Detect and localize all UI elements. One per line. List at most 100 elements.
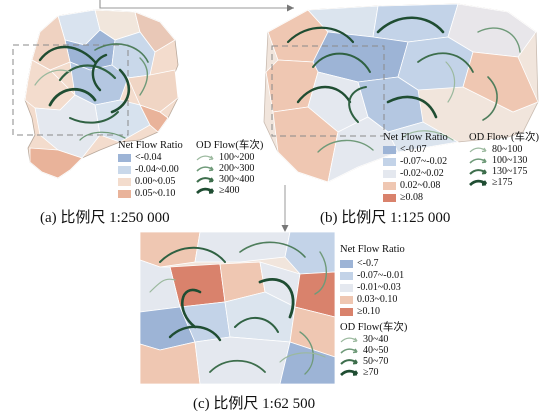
- legend-b-od-item: 100~130: [469, 155, 541, 166]
- flow-arrow: [48, 87, 97, 107]
- caption-a: (a) 比例尺 1:250 000: [40, 210, 170, 226]
- legend-c: Net Flow Ratio <-0.7 -0.07~-0.01 -0.01~0…: [340, 244, 450, 378]
- flow-arrow: [58, 64, 117, 82]
- legend-swatch: [340, 284, 353, 292]
- flow-arrow: [258, 278, 295, 319]
- legend-c-od-title: OD Flow(车次): [340, 322, 408, 333]
- flow-arrow-icon: [469, 147, 487, 152]
- flow-arrow: [34, 69, 71, 86]
- map-b-district: [372, 3, 459, 43]
- flow-arrow: [286, 26, 355, 44]
- legend-swatch: [383, 194, 396, 202]
- map-c-district: [139, 259, 181, 313]
- legend-c-net-label: ≥0.10: [357, 306, 380, 317]
- map-a-district: [29, 147, 83, 179]
- caption-c: (c) 比例尺 1:62 500: [193, 396, 316, 412]
- caption-b: (b) 比例尺 1:125 000: [320, 210, 451, 226]
- legend-a-od-item: ≥400: [196, 185, 276, 196]
- legend-b-od-label: ≥175: [492, 176, 513, 188]
- legend-a-net-item: <-0.04: [118, 152, 188, 164]
- legend-b-net-item: -0.07~-0.02: [383, 156, 463, 168]
- flow-arrow: [312, 52, 371, 73]
- legend-a-net-item: -0.04~0.00: [118, 164, 188, 176]
- map-a-district: [134, 11, 176, 53]
- flow-arrow: [239, 241, 306, 258]
- legend-swatch: [118, 178, 131, 186]
- legend-c-od-item: 40~50: [340, 345, 450, 356]
- flow-arrow: [159, 246, 226, 263]
- flow-arrow: [149, 278, 176, 293]
- legend-c-od-label: ≥70: [363, 366, 379, 378]
- map-a-flow-arrows: [34, 43, 149, 141]
- legend-b-od-label: 100~130: [492, 154, 528, 166]
- legend-a-net-label: 0.05~0.10: [135, 188, 176, 199]
- legend-c-od-item: 50~70: [340, 356, 450, 367]
- legend-b-net-label: <-0.07: [400, 144, 427, 155]
- legend-c-od-item: ≥70: [340, 367, 450, 378]
- flow-arrow: [38, 45, 97, 64]
- legend-b-od-item: 80~100: [469, 144, 541, 155]
- legend-b-net-title: Net Flow Ratio: [383, 132, 448, 143]
- legend-b-net-label: -0.07~-0.02: [400, 156, 448, 167]
- legend-a-od-title: OD Flow(车次): [196, 140, 264, 151]
- map-b-district: [397, 36, 474, 91]
- flow-arrow: [445, 61, 456, 103]
- legend-c-net-label: -0.07~-0.01: [357, 270, 405, 281]
- flow-arrow: [139, 57, 149, 96]
- flow-arrow-icon: [196, 187, 215, 194]
- map-b-district: [462, 51, 539, 113]
- legend-c-net-item: ≥0.10: [340, 306, 450, 318]
- zoom-box-b: [271, 45, 385, 137]
- legend-a-net-label: <-0.04: [135, 152, 162, 163]
- flow-arrow: [482, 76, 498, 121]
- flow-arrow-icon: [340, 347, 358, 354]
- legend-a-net-item: 0.00~0.05: [118, 176, 188, 188]
- flow-arrow: [417, 52, 474, 73]
- flow-arrow-icon: [469, 179, 488, 186]
- flow-arrow-icon: [340, 369, 359, 376]
- flow-arrow: [168, 325, 222, 342]
- flow-arrow-icon: [196, 155, 214, 160]
- flow-arrow: [279, 352, 326, 363]
- legend-a-od-label: 100~200: [219, 151, 255, 163]
- legend-c-od-item: 30~40: [340, 334, 450, 345]
- flow-arrow: [477, 27, 521, 53]
- legend-c-net-label: 0.03~0.10: [357, 294, 398, 305]
- flow-arrow: [296, 85, 352, 104]
- legend-c-net-item: -0.01~0.03: [340, 282, 450, 294]
- flow-arrow: [348, 86, 367, 123]
- flow-arrow-icon: [340, 358, 358, 365]
- legend-b-net-label: 0.02~0.08: [400, 180, 441, 191]
- legend-a-net-title: Net Flow Ratio: [118, 140, 183, 151]
- legend-b-od-label: 130~175: [492, 165, 528, 177]
- legend-swatch: [118, 190, 131, 198]
- legend-a-od-label: 200~300: [219, 162, 255, 174]
- legend-a-od-label: 300~400: [219, 173, 255, 185]
- flow-arrow-icon: [469, 157, 487, 164]
- legend-b-net-item: <-0.07: [383, 144, 463, 156]
- legend-swatch: [118, 154, 131, 162]
- legend-a-od-item: 100~200: [196, 152, 276, 163]
- legend-c-net-label: -0.01~0.03: [357, 282, 401, 293]
- legend-b-net-label: ≥0.08: [400, 192, 423, 203]
- flow-arrow: [110, 68, 131, 114]
- legend-swatch: [383, 146, 396, 154]
- legend-a-od-item: 300~400: [196, 174, 276, 185]
- legend-swatch: [383, 170, 396, 178]
- flow-arrow: [314, 251, 327, 295]
- legend-b-od-title: OD Flow (车次): [469, 132, 539, 143]
- legend-swatch: [340, 296, 353, 304]
- flow-arrow: [402, 130, 454, 141]
- legend-c-od-label: 50~70: [363, 355, 389, 367]
- legend-b-net-label: -0.02~0.02: [400, 168, 444, 179]
- map-c-district: [139, 231, 201, 268]
- legend-c-od-label: 30~40: [363, 333, 389, 345]
- legend-b-od-item: 130~175: [469, 166, 541, 177]
- legend-swatch: [118, 166, 131, 174]
- map-a-district: [139, 104, 169, 133]
- flow-arrow: [180, 288, 202, 329]
- map-b-svg: [263, 3, 539, 183]
- flow-arrow: [386, 95, 438, 119]
- map-panel-a: Net Flow Ratio <-0.04 -0.04~0.00 0.00~0.…: [0, 0, 270, 230]
